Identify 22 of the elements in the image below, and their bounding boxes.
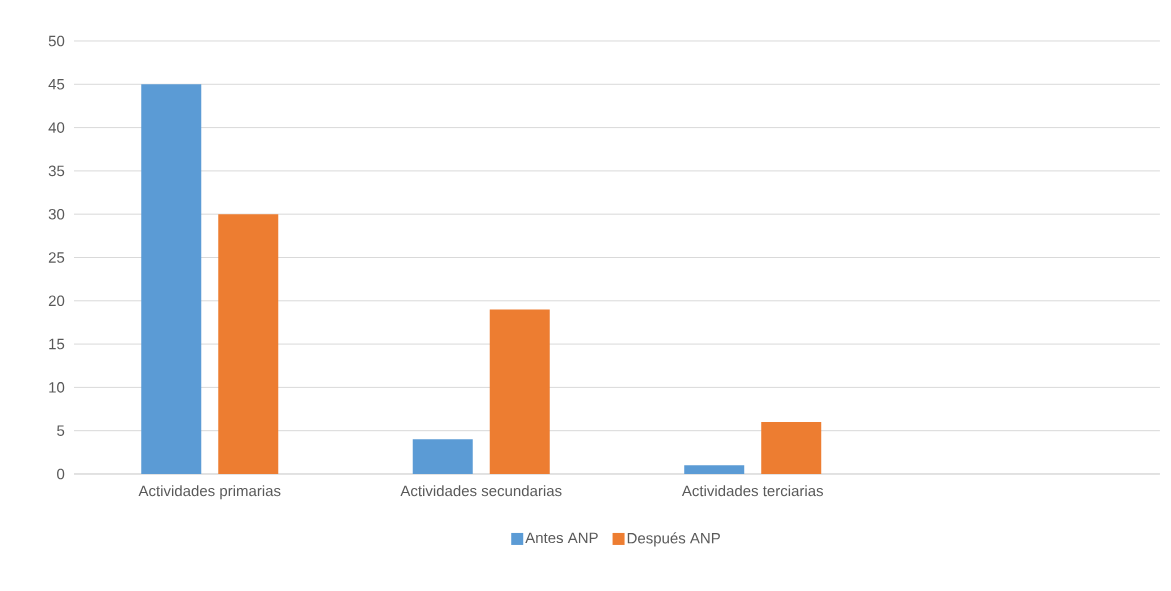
y-tick-label: 25 <box>48 252 65 263</box>
bar <box>412 439 473 474</box>
y-tick-label: 35 <box>48 165 65 177</box>
bar <box>218 214 279 474</box>
legend-label: Después ANP <box>627 532 720 547</box>
y-tick-label: 10 <box>49 382 65 393</box>
y-tick-label: 15 <box>49 338 65 350</box>
bar <box>761 422 822 474</box>
x-tick-label: Actividades terciarias <box>681 485 824 497</box>
bar <box>684 465 745 474</box>
y-tick-label: 45 <box>48 79 65 90</box>
y-tick-label: 5 <box>57 425 65 436</box>
y-tick-label: 30 <box>48 208 65 220</box>
y-tick-label: 0 <box>57 468 65 480</box>
y-tick-label: 50 <box>48 35 65 47</box>
y-tick-label: 40 <box>48 122 65 133</box>
y-tick-label: 20 <box>48 295 65 307</box>
x-tick-label: Actividades secundarias <box>400 485 562 497</box>
x-tick-label: Actividades primarias <box>138 485 281 500</box>
bar <box>141 84 202 474</box>
legend-label: Antes ANP <box>525 532 598 544</box>
bar <box>489 309 550 474</box>
